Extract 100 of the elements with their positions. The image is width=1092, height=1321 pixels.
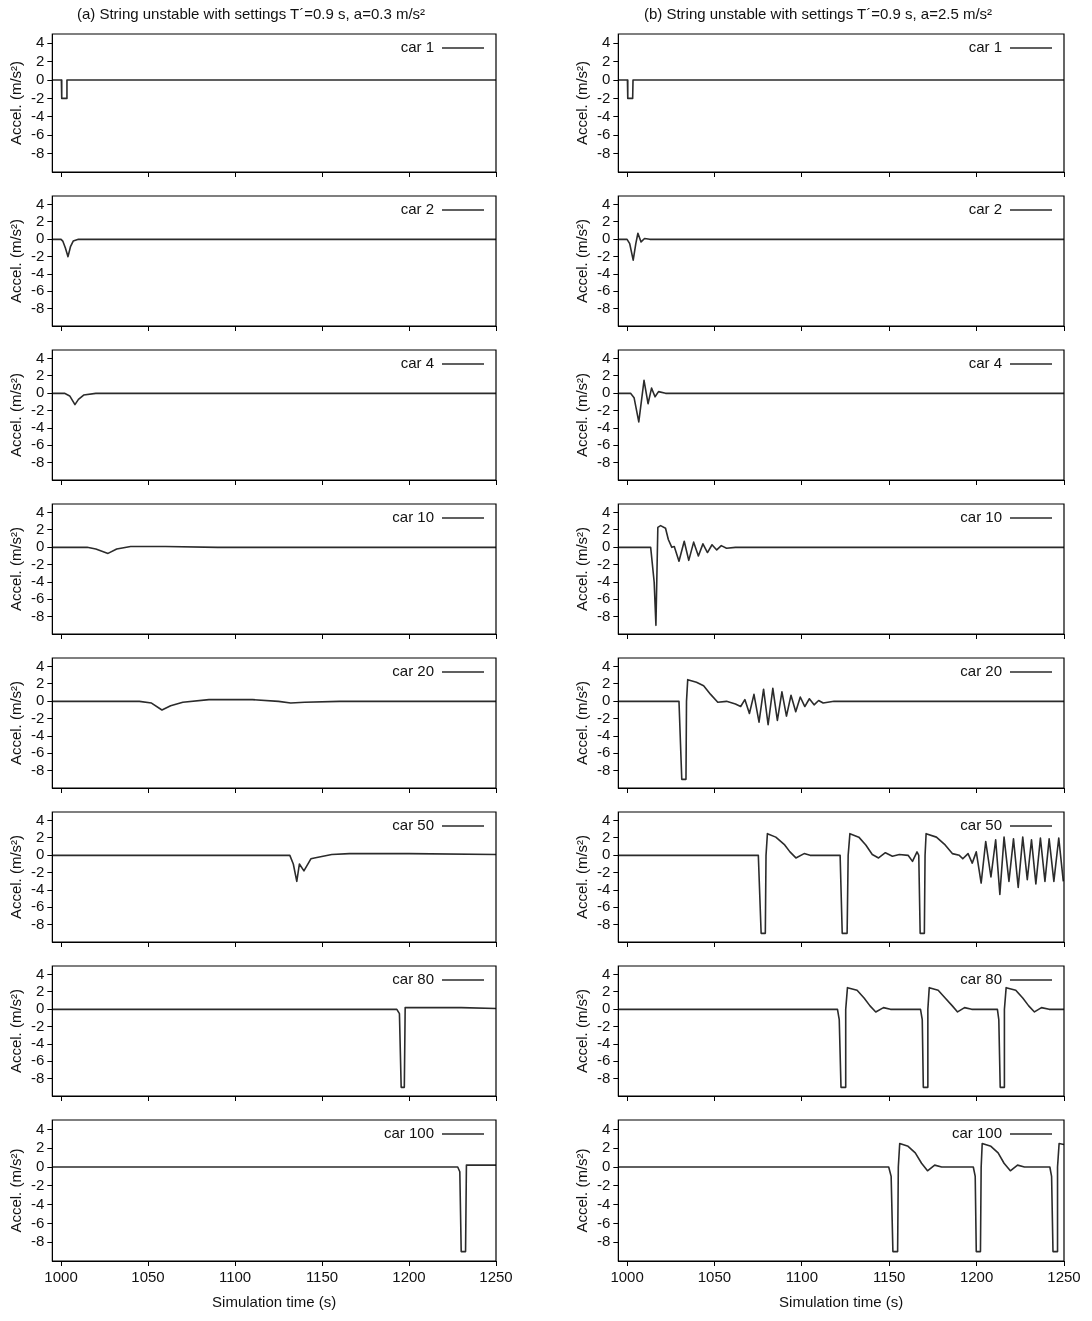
x-tick-label: 1000 [44,1268,78,1286]
y-axis-title: Accel. (m/s²) [7,218,25,304]
legend-label: car 10 [392,508,434,526]
y-axis-title: Accel. (m/s²) [573,526,591,612]
x-axis-title: Simulation time (s) [779,1293,904,1311]
y-tick-label: -2 [596,400,611,418]
legend-label: car 100 [383,1124,434,1142]
y-tick-label: 2 [601,366,611,384]
y-tick-label: 4 [35,810,45,828]
y-tick-label: -8 [596,143,611,161]
x-tick-label: 1250 [1047,1268,1081,1286]
y-tick-label: -6 [596,897,611,915]
y-tick-label: -4 [30,106,45,124]
y-tick-label: -4 [30,726,45,744]
y-axis-title: Accel. (m/s²) [7,60,25,146]
y-tick-label: -4 [30,264,45,282]
y-axis-title: Accel. (m/s²) [573,988,591,1074]
y-tick-label: -6 [30,435,45,453]
y-tick-label: -8 [596,452,611,470]
y-tick-label: -8 [30,760,45,778]
y-tick-label: -8 [596,1232,611,1250]
y-tick-label: -2 [596,708,611,726]
y-tick-label: 4 [601,502,611,520]
y-tick-label: -6 [596,125,611,143]
y-tick-label: 2 [601,1138,611,1156]
y-tick-label: 2 [601,520,611,538]
y-tick-label: 2 [35,674,45,692]
y-tick-label: 0 [601,383,611,401]
x-tick-label: 1250 [479,1268,513,1286]
y-tick-label: -4 [596,726,611,744]
y-tick-label: -8 [30,1068,45,1086]
y-axis-title: Accel. (m/s²) [573,1148,591,1233]
y-axis-title: Accel. (m/s²) [7,526,25,612]
y-tick-label: 4 [35,502,45,520]
y-axis-title: Accel. (m/s²) [573,680,591,766]
x-tick-label: 1200 [959,1268,994,1286]
y-tick-label: 2 [35,520,45,538]
y-tick-label: 4 [35,656,45,674]
y-tick-label: 0 [601,1157,611,1175]
y-tick-label: -4 [596,880,611,898]
y-tick-label: 2 [601,51,611,69]
y-tick-label: 0 [35,1157,45,1175]
y-tick-label: -6 [30,1213,45,1231]
y-tick-label: -6 [30,743,45,761]
y-tick-label: -4 [596,264,611,282]
y-tick-label: -8 [596,760,611,778]
y-tick-label: 0 [35,845,45,863]
y-axis-title: Accel. (m/s²) [7,680,25,766]
y-tick-label: -4 [596,1034,611,1052]
y-axis-title: Accel. (m/s²) [573,60,591,146]
y-tick-label: 4 [601,194,611,212]
y-axis-title: Accel. (m/s²) [7,1148,25,1233]
x-tick-label: 1100 [218,1268,252,1286]
y-tick-label: 0 [601,999,611,1017]
y-tick-label: 2 [601,828,611,846]
legend-label: car 20 [392,662,434,680]
y-tick-label: -2 [30,554,45,572]
legend-label: car 50 [960,816,1002,834]
y-tick-label: -2 [30,400,45,418]
chart-title: (b) String unstable with settings T´=0.9 s, a=2.5 m/s² [643,5,993,23]
y-tick-label: 4 [35,1119,45,1137]
y-tick-label: 2 [35,212,45,230]
y-tick-label: -6 [596,281,611,299]
x-tick-label: 1000 [610,1268,644,1286]
y-tick-label: 0 [35,999,45,1017]
y-tick-label: -2 [30,708,45,726]
y-tick-label: 0 [35,70,45,88]
chart-title: (a) String unstable with settings T´=0.9 s, a=0.3 m/s² [76,5,426,23]
y-tick-label: -4 [596,1194,611,1212]
y-tick-label: -4 [30,572,45,590]
y-tick-label: 0 [35,537,45,555]
x-tick-label: 1150 [873,1268,906,1286]
y-tick-label: -8 [30,143,45,161]
legend-label: car 10 [960,508,1002,526]
x-tick-label: 1150 [305,1268,339,1286]
y-tick-label: -8 [596,298,611,316]
y-tick-label: 2 [35,366,45,384]
y-tick-label: 4 [35,964,45,982]
y-tick-label: -2 [596,1175,611,1193]
y-tick-label: -4 [596,418,611,436]
x-axis-title: Simulation time (s) [212,1293,337,1311]
y-tick-label: -2 [596,554,611,572]
legend-label: car 2 [400,200,434,218]
legend-label: car 1 [968,38,1002,56]
y-tick-label: -8 [596,1068,611,1086]
legend-label: car 20 [960,662,1002,680]
y-tick-label: 0 [35,691,45,709]
y-axis-title: Accel. (m/s²) [7,372,25,458]
y-tick-label: -2 [30,88,45,106]
y-tick-label: -8 [30,914,45,932]
y-tick-label: 4 [35,33,45,51]
y-tick-label: -2 [596,862,611,880]
y-tick-label: 2 [601,674,611,692]
y-tick-label: -6 [30,589,45,607]
y-tick-label: -8 [30,1232,45,1250]
y-axis-title: Accel. (m/s²) [573,834,591,920]
y-tick-label: -6 [596,435,611,453]
y-tick-label: -8 [30,452,45,470]
legend-label: car 100 [951,1124,1002,1142]
y-tick-label: -6 [30,897,45,915]
